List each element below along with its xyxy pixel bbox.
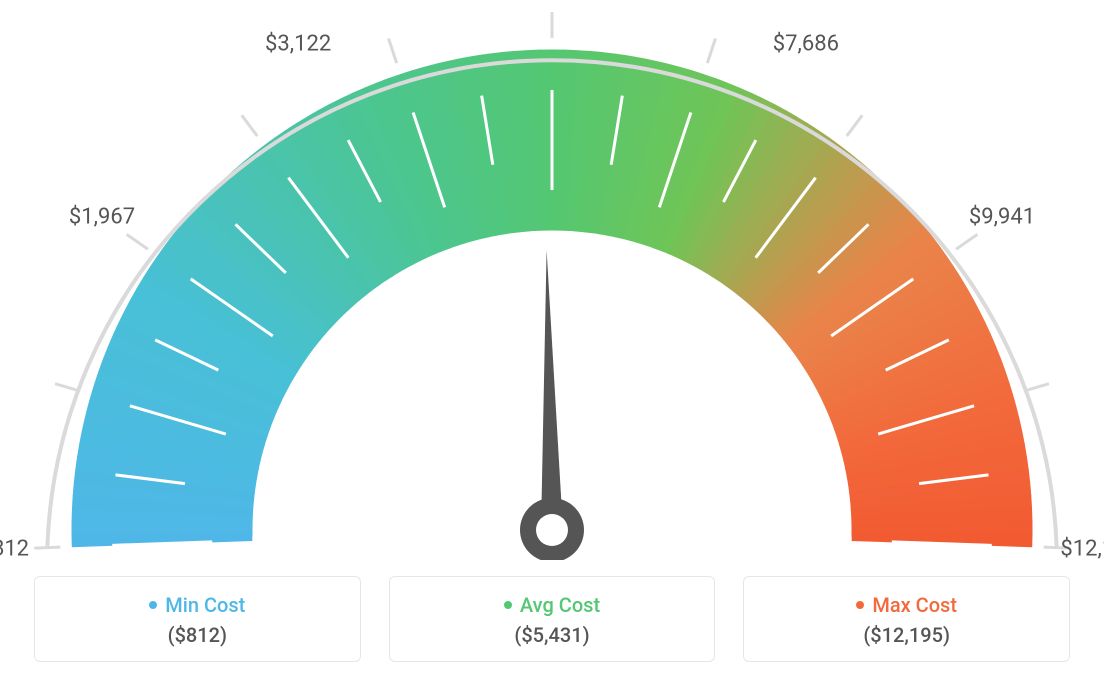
gauge-tick-label: $1,967 xyxy=(69,205,135,230)
cost-gauge: $812$1,967$3,122$5,431$7,686$9,941$12,19… xyxy=(0,0,1104,560)
legend-value: ($812) xyxy=(35,623,360,647)
legend-title: Max Cost xyxy=(872,593,957,617)
legend-card-header: Avg Cost xyxy=(390,593,715,617)
legend-card: Avg Cost ($5,431) xyxy=(389,576,716,662)
legend-title: Min Cost xyxy=(165,593,245,617)
gauge-tick-label: $12,195 xyxy=(1060,537,1104,562)
legend-dot-icon xyxy=(149,601,157,609)
legend-value: ($5,431) xyxy=(390,623,715,647)
legend-value: ($12,195) xyxy=(744,623,1069,647)
legend-card-header: Min Cost xyxy=(35,593,360,617)
gauge-tick-label: $7,686 xyxy=(773,32,839,57)
gauge-tick-label: $812 xyxy=(0,537,29,562)
legend-dot-icon xyxy=(856,601,864,609)
legend-card: Max Cost ($12,195) xyxy=(743,576,1070,662)
legend-dot-icon xyxy=(504,601,512,609)
gauge-tick-label: $3,122 xyxy=(265,32,331,57)
gauge-svg xyxy=(0,0,1104,560)
legend-row: Min Cost ($812) Avg Cost ($5,431) Max Cost ($… xyxy=(0,576,1104,662)
legend-title: Avg Cost xyxy=(520,593,600,617)
gauge-tick-label: $9,941 xyxy=(969,205,1035,230)
legend-card-header: Max Cost xyxy=(744,593,1069,617)
legend-card: Min Cost ($812) xyxy=(34,576,361,662)
